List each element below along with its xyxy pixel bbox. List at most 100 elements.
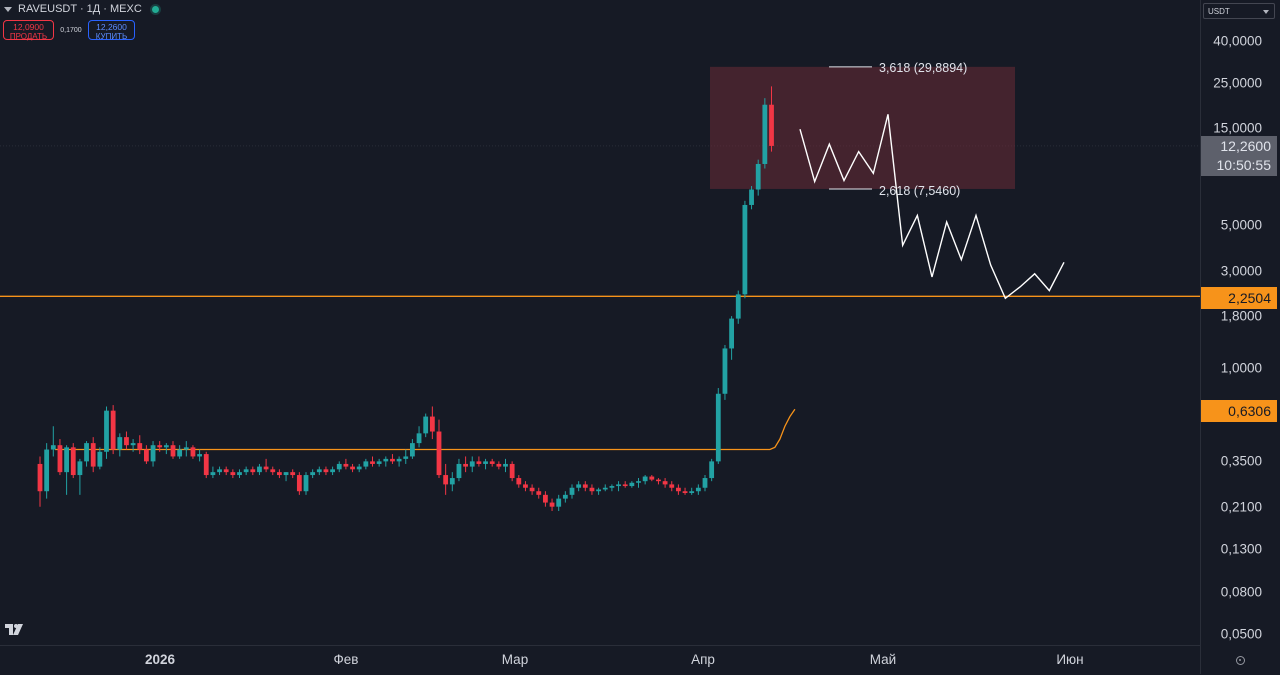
- price-tick-label: 0,0800: [1220, 584, 1262, 600]
- time-tick-label: 2026: [144, 652, 176, 667]
- candle-body: [695, 487, 701, 492]
- candle-body: [270, 469, 276, 473]
- settings-icon[interactable]: [1236, 656, 1245, 665]
- candle-body: [596, 489, 601, 492]
- candle-body: [84, 443, 89, 462]
- candle-body: [70, 447, 76, 476]
- candle-body: [110, 410, 116, 450]
- candle-body: [762, 104, 768, 164]
- candle-body: [616, 484, 621, 487]
- candle-body: [489, 461, 495, 464]
- spread-value: 0,1700: [60, 26, 82, 34]
- fib-label-lower: 2,618 (7,5460): [879, 184, 961, 198]
- time-axis[interactable]: [0, 645, 1200, 675]
- candle-body: [277, 472, 282, 476]
- candle-body: [702, 478, 708, 488]
- candle-body: [656, 479, 661, 482]
- time-tick-label: Фев: [333, 652, 359, 667]
- price-tick-label: 5,0000: [1220, 217, 1262, 233]
- candle-body: [682, 491, 688, 494]
- candle-body: [157, 445, 163, 448]
- sell-button[interactable]: 12,0900 ПРОДАТЬ: [3, 20, 54, 41]
- candle-body: [669, 484, 675, 488]
- candle-body: [715, 393, 721, 462]
- candle-body: [343, 463, 349, 467]
- buy-price: 12,2600: [96, 22, 127, 32]
- candle-body: [330, 469, 335, 473]
- candle-body: [250, 469, 256, 473]
- candle-body: [543, 494, 548, 503]
- candle-body: [662, 481, 668, 485]
- buy-button[interactable]: 12,2600 КУПИТЬ: [88, 20, 135, 41]
- candle-body: [429, 416, 435, 432]
- candle-body: [769, 104, 774, 146]
- candle-body: [582, 484, 588, 488]
- projection-path: [799, 114, 1065, 300]
- candle-body: [104, 410, 109, 452]
- collapse-caret-icon[interactable]: [4, 6, 12, 12]
- price-tick-label: 1,0000: [1220, 360, 1262, 376]
- currency-select-value: USDT: [1208, 7, 1230, 16]
- candle-body: [636, 481, 641, 483]
- price-tick-label: 40,0000: [1213, 33, 1262, 49]
- symbol-row[interactable]: RAVEUSDT · 1Д · MEXC: [4, 3, 159, 15]
- candle-body: [237, 472, 242, 476]
- candle-body: [57, 445, 63, 473]
- price-tick-label: 0,1300: [1220, 541, 1262, 557]
- currency-select[interactable]: USDT: [1203, 3, 1275, 19]
- candle-body: [210, 472, 216, 476]
- candle-body: [150, 445, 156, 462]
- candle-body: [722, 348, 728, 394]
- candle-body: [376, 461, 382, 464]
- candles-group: [37, 86, 774, 512]
- candle-body: [523, 484, 528, 488]
- price-tick-label: 0,0500: [1220, 626, 1262, 642]
- candle-body: [549, 502, 555, 507]
- candle-body: [356, 466, 362, 470]
- candle-body: [117, 437, 123, 450]
- candle-body: [622, 484, 628, 487]
- ma-price-label: 0,6306: [1201, 400, 1277, 422]
- sell-price: 12,0900: [13, 22, 44, 32]
- candle-body: [503, 463, 508, 467]
- fib-label-upper: 3,618 (29,8894): [879, 61, 968, 75]
- candle-body: [290, 472, 296, 476]
- candle-body: [44, 449, 50, 492]
- tradingview-logo-icon[interactable]: [5, 624, 27, 636]
- chart-header: RAVEUSDT · 1Д · MEXC 12,0900 ПРОДАТЬ 0,1…: [0, 0, 700, 48]
- candle-body: [310, 472, 316, 476]
- candle-body: [383, 458, 389, 462]
- symbol-title[interactable]: RAVEUSDT · 1Д · MEXC: [18, 3, 142, 15]
- candle-body: [516, 478, 522, 485]
- candle-body: [609, 486, 615, 488]
- candle-body: [642, 476, 648, 482]
- buy-label: КУПИТЬ: [95, 32, 128, 41]
- candle-body: [257, 466, 262, 473]
- candle-body: [529, 487, 535, 492]
- candle-body: [403, 456, 409, 459]
- candle-body: [390, 458, 395, 462]
- candle-body: [243, 469, 249, 473]
- candle-body: [90, 443, 96, 467]
- candle-body: [170, 445, 176, 457]
- last-price-label: 12,2600 10:50:55: [1201, 136, 1277, 176]
- candle-body: [629, 482, 635, 487]
- candle-body: [323, 469, 329, 473]
- candle-body: [183, 447, 189, 450]
- candle-body: [217, 469, 222, 473]
- candle-body: [589, 487, 595, 492]
- price-tick-label: 3,0000: [1220, 263, 1262, 279]
- candle-body: [469, 461, 475, 467]
- candle-body: [263, 466, 269, 470]
- candle-body: [443, 475, 449, 485]
- candle-body: [50, 445, 56, 450]
- price-chart[interactable]: [0, 0, 1200, 645]
- bar-countdown: 10:50:55: [1216, 157, 1272, 173]
- price-axis[interactable]: [1200, 0, 1280, 674]
- fib-zone: [710, 66, 1015, 189]
- candle-body: [137, 443, 143, 450]
- candle-body: [676, 487, 681, 492]
- candle-body: [37, 463, 43, 492]
- candle-body: [556, 498, 562, 507]
- chevron-down-icon: [1263, 10, 1269, 14]
